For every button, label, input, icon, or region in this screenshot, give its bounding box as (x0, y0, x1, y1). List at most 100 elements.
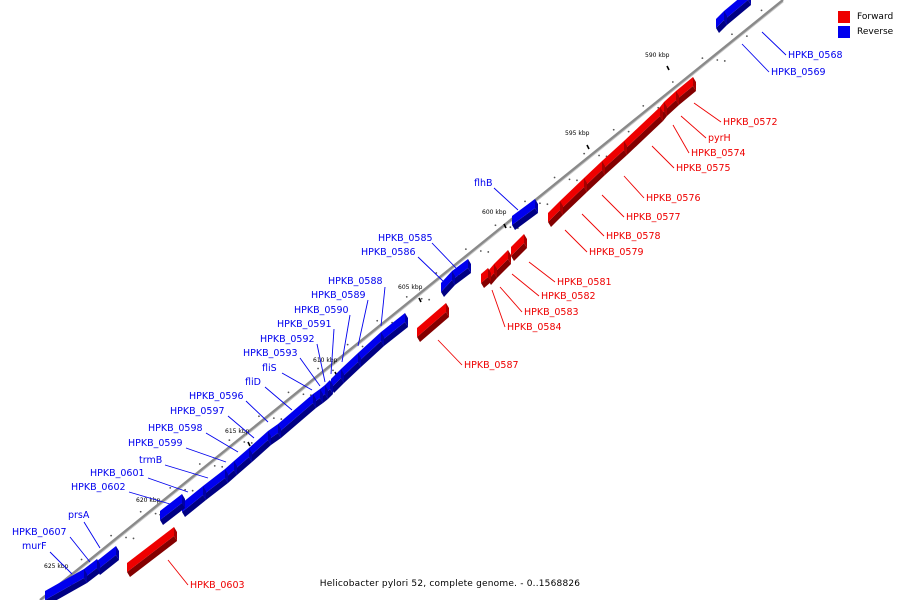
gene-label-hpkb-0598: HPKB_0598 (148, 423, 203, 434)
gene-hpkb-0602 (160, 494, 185, 525)
gene-end-face (664, 102, 667, 116)
gene-label-pyrh: pyrH (708, 133, 731, 144)
gene-label-hpkb-0596: HPKB_0596 (189, 391, 244, 402)
gene-top-face (676, 77, 693, 100)
gene-top-face (127, 527, 174, 572)
gene-end-face (174, 527, 177, 541)
gene-label-hpkb-0578: HPKB_0578 (606, 231, 661, 242)
gene-label-hpkb-0603: HPKB_0603 (190, 580, 245, 591)
gene-label-hpkb-0572: HPKB_0572 (723, 117, 778, 128)
guide-dot (280, 418, 283, 420)
gene-label-hpkb-0575: HPKB_0575 (676, 163, 731, 174)
gene-top-face (716, 11, 724, 28)
leader-line-hpkb-0596 (245, 400, 269, 423)
gene-prsa (97, 546, 119, 575)
gene-top-face (97, 546, 116, 570)
legend-item-reverse: Reverse (838, 24, 893, 39)
gene-top-face (331, 369, 341, 388)
tick-mark (247, 441, 251, 447)
guide-dot (213, 464, 216, 467)
gene-label-hpkb-0593: HPKB_0593 (243, 348, 298, 359)
guide-dot (494, 224, 497, 227)
gene-label-murf: murF (22, 541, 47, 552)
gene-end-face (724, 11, 727, 25)
gene-side-face (417, 312, 449, 342)
leader-line-hpkb-0582 (511, 273, 540, 297)
gene-side-face (584, 170, 605, 192)
gene-end-face (494, 264, 497, 278)
guide-dot (184, 488, 187, 491)
gene-murf (45, 569, 87, 600)
gene-end-face (584, 178, 587, 192)
gene-label-hpkb-0576: HPKB_0576 (646, 193, 701, 204)
guide-dot (302, 393, 305, 396)
gene-side-face (278, 403, 316, 438)
genome-caption: Helicobacter pylori 52, complete genome.… (319, 579, 581, 589)
gene-side-face (512, 208, 538, 230)
legend: Forward Reverse (838, 9, 893, 39)
gene-side-face (441, 280, 455, 297)
guide-dot (716, 59, 719, 61)
guide-dot (332, 369, 334, 372)
leader-line-hpkb-0587 (437, 339, 463, 366)
gene-label-flhb: flhB (474, 178, 493, 189)
reverse-swatch (838, 25, 850, 38)
leader-line-hpkb-0584 (491, 289, 506, 328)
gene-end-face (182, 494, 185, 508)
gene-hpkb-0575 (624, 107, 663, 155)
gene-end-face (313, 394, 316, 408)
gene-side-face (624, 116, 663, 155)
gene-top-face (84, 559, 97, 578)
gene-side-face (249, 440, 271, 462)
gene-top-face (234, 448, 249, 470)
gene-label-hpkb-0568: HPKB_0568 (788, 50, 843, 61)
gene-end-face (278, 424, 281, 438)
gene-trmb (203, 469, 228, 500)
gene-end-face (358, 353, 361, 367)
guide-dot (612, 128, 615, 131)
gene-layer (45, 0, 751, 600)
tick-mark (666, 65, 670, 71)
gene-label-hpkb-0590: HPKB_0590 (294, 305, 349, 316)
guide-dot (405, 295, 408, 298)
guide-dot (346, 343, 349, 346)
guide-dot (464, 248, 467, 251)
gene-side-face (548, 210, 563, 227)
gene-hpkb-0603 (127, 527, 177, 577)
gene-pyrh (664, 91, 679, 116)
gene-label-flis: fliS (262, 363, 277, 374)
guide-dot (221, 465, 224, 468)
guide-dot (745, 35, 748, 38)
leader-line-hpkb-0579 (564, 229, 588, 253)
gene-hpkb-0579 (548, 201, 563, 227)
guide-dot (376, 319, 379, 322)
leader-line-hpkb-0575 (651, 145, 675, 169)
gene-hpkb-0582 (494, 250, 511, 278)
gene-end-face (660, 107, 663, 121)
leader-line-hpkb-0603 (167, 559, 189, 586)
guide-dot (154, 512, 157, 515)
gene-side-face (268, 433, 281, 445)
gene-hpkb-0586 (441, 271, 455, 297)
tick-mark (503, 223, 507, 229)
gene-hpkb-0598 (234, 448, 252, 475)
gene-hpkb-0577 (584, 161, 605, 192)
gene-label-hpkb-0581: HPKB_0581 (557, 277, 612, 288)
guide-dot (228, 439, 231, 442)
leader-line-pyrh (680, 115, 707, 139)
leader-line-hpkb-0577 (601, 194, 625, 218)
leader-line-hpkb-0586 (417, 256, 445, 283)
gene-end-face (748, 0, 751, 5)
gene-end-face (405, 313, 408, 327)
gene-side-face (560, 187, 587, 215)
guide-dot (553, 176, 556, 179)
leader-line-hpkb-0590 (341, 314, 351, 363)
gene-side-face (452, 268, 471, 285)
gene-label-hpkb-0569: HPKB_0569 (771, 67, 826, 78)
gene-end-face (524, 234, 527, 248)
gene-label-hpkb-0599: HPKB_0599 (128, 438, 183, 449)
leader-line-hpkb-0597 (227, 415, 255, 439)
guide-dot (657, 106, 660, 109)
gene-end-face (225, 469, 228, 483)
gene-label-hpkb-0574: HPKB_0574 (691, 148, 746, 159)
